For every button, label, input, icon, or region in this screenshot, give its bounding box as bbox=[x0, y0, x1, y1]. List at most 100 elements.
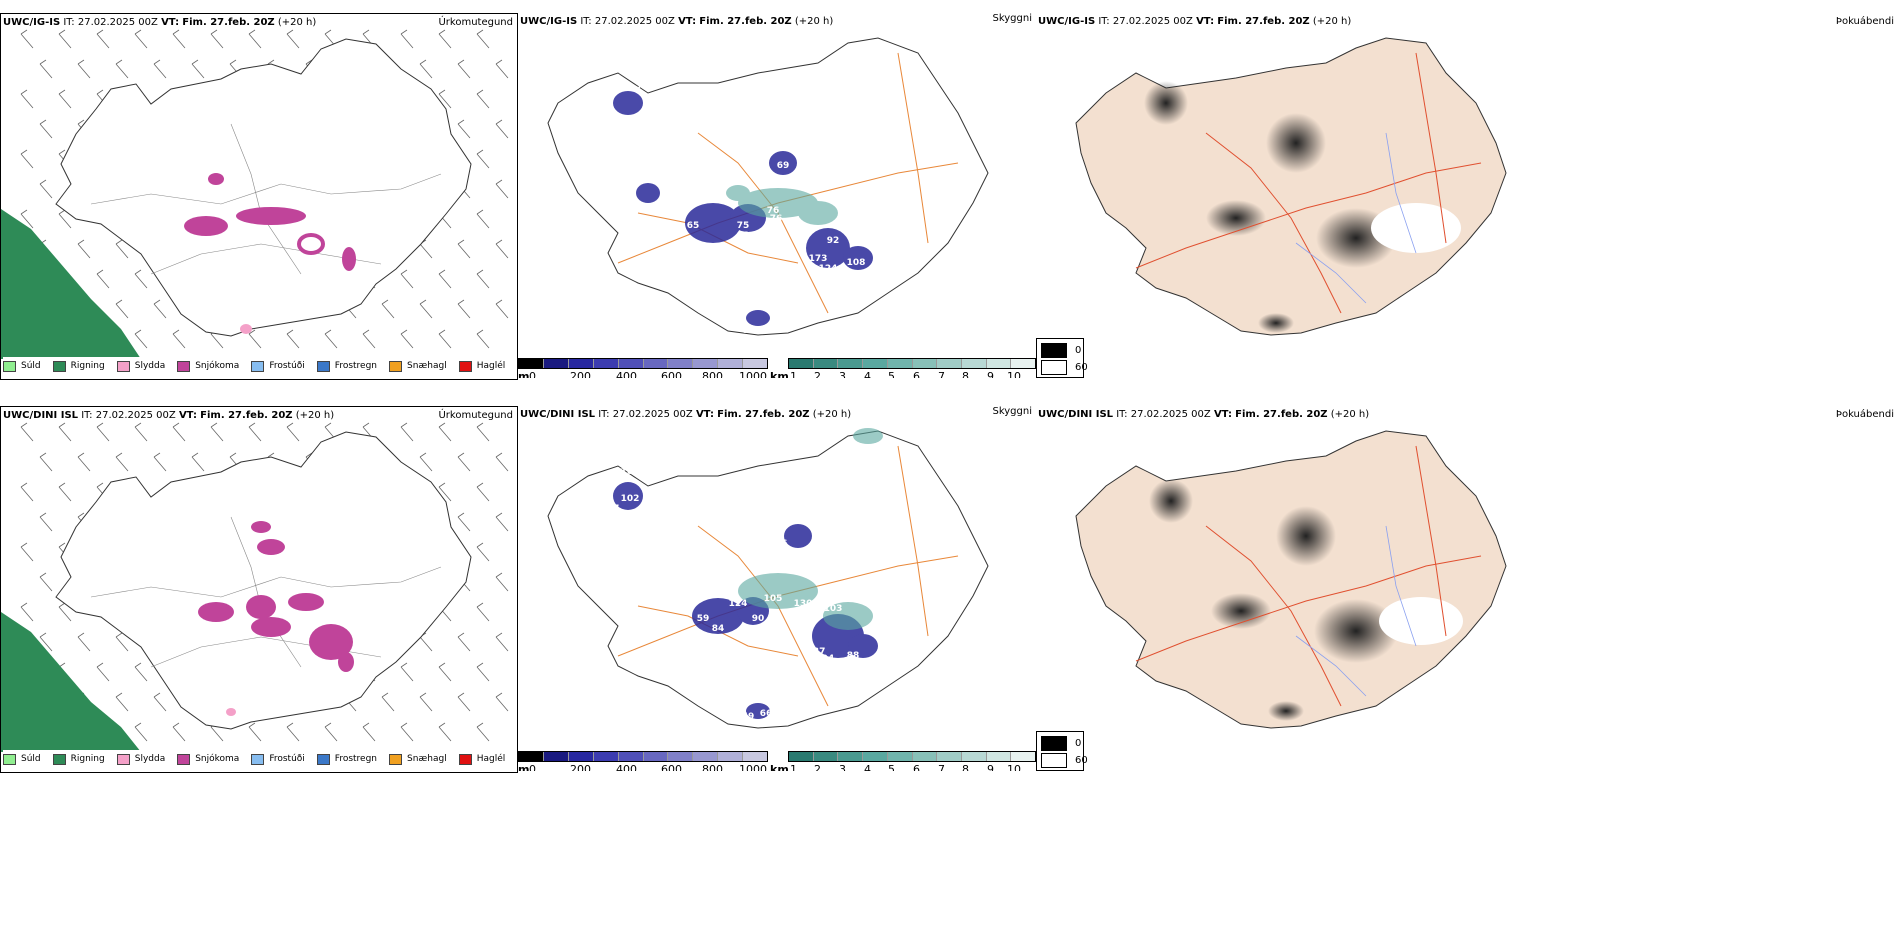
wind-barb bbox=[96, 662, 110, 682]
colorbar-tick: 0 bbox=[529, 763, 536, 771]
colorbar-tick: 8 bbox=[962, 370, 969, 378]
wind-barb bbox=[495, 512, 509, 532]
colorbar-tick: 800 bbox=[702, 370, 723, 378]
colorbar-tick: 8 bbox=[962, 763, 969, 771]
panel-title: Úrkomutegund bbox=[438, 17, 513, 28]
colorbar-tick: 1 bbox=[790, 370, 797, 378]
panel-title: Þokuábendi bbox=[1835, 16, 1894, 27]
cloud-base-label: 97 bbox=[755, 559, 768, 569]
wind-barb bbox=[457, 239, 471, 259]
cloud-base-label: 90 bbox=[752, 614, 765, 624]
cloud-base-label: 79 bbox=[612, 121, 625, 131]
wind-barb bbox=[419, 692, 433, 712]
cloud-base-label: 84 bbox=[712, 624, 725, 634]
wind-barb bbox=[134, 722, 148, 742]
fog-panel-row2: UWC/DINI ISL IT: 27.02.2025 00Z VT: Fim.… bbox=[1036, 406, 1898, 771]
colorbar-tick: 4 bbox=[864, 370, 871, 378]
wind-barb bbox=[286, 422, 300, 442]
legend-swatch bbox=[1041, 736, 1067, 751]
panel-title: Þokuábendi bbox=[1835, 409, 1894, 420]
rivers bbox=[1295, 525, 1417, 697]
colorbar-tick: 1000 bbox=[739, 763, 767, 771]
wind-barb bbox=[324, 329, 338, 349]
wind-barb bbox=[400, 269, 414, 289]
cloud-base-label: 60 bbox=[762, 326, 775, 336]
cloud-base-colorbar: m 0 200 400 600 800 1000 bbox=[518, 358, 768, 378]
wind-barb bbox=[20, 542, 34, 562]
visibility-colorbar: km 1 2 3 4 5 6 7 8 9 10 bbox=[770, 358, 1036, 378]
colorbar-tick: 600 bbox=[661, 370, 682, 378]
wind-barb bbox=[362, 722, 376, 742]
wind-barb bbox=[191, 59, 205, 79]
colorbar-tick: 3 bbox=[839, 763, 846, 771]
wind-barb bbox=[96, 29, 110, 49]
visibility-colorbar: km 1 2 3 4 5 6 7 8 9 10 bbox=[770, 751, 1036, 771]
wind-barb bbox=[115, 692, 129, 712]
wind-barb bbox=[77, 239, 91, 259]
cloud-base-label: 97 bbox=[607, 504, 620, 514]
colorbar-tick: 200 bbox=[570, 763, 591, 771]
wind-barb bbox=[438, 269, 452, 289]
legend-swatch bbox=[116, 360, 130, 372]
wind-barb bbox=[476, 602, 490, 622]
wind-barb bbox=[419, 59, 433, 79]
wind-barb bbox=[115, 299, 129, 319]
cloud-base-label: 130 bbox=[794, 599, 813, 609]
cloud-base-label: 67 bbox=[757, 181, 770, 191]
snow-areas bbox=[184, 173, 356, 334]
wind-barb bbox=[495, 572, 509, 592]
cloud-base-label: 101 bbox=[621, 467, 640, 477]
precip-map bbox=[1, 29, 509, 359]
legend-swatch bbox=[458, 753, 472, 765]
wind-barb bbox=[286, 29, 300, 49]
legend-swatch bbox=[116, 753, 130, 765]
fog-shading bbox=[1149, 479, 1398, 721]
wind-barb bbox=[153, 692, 167, 712]
legend-item: Snæhagl bbox=[389, 753, 447, 765]
wind-barb bbox=[438, 722, 452, 742]
cloud-base-label: 173 bbox=[809, 254, 828, 264]
wind-barb bbox=[20, 89, 34, 109]
colorbar-unit: km bbox=[770, 763, 789, 771]
wind-barb bbox=[495, 452, 509, 472]
fog-legend-item: 0 bbox=[1041, 736, 1081, 751]
wind-barb bbox=[58, 89, 72, 109]
legend-item: Snjókoma bbox=[177, 753, 239, 765]
legend-item: Frostúði bbox=[251, 753, 305, 765]
wind-barb bbox=[134, 29, 148, 49]
cloud-base-label: 137 bbox=[807, 647, 826, 657]
precip-map bbox=[1, 422, 509, 752]
wind-barb bbox=[457, 452, 471, 472]
wind-barb bbox=[96, 422, 110, 442]
colorbar-unit: m bbox=[518, 763, 530, 771]
wind-barb bbox=[495, 692, 509, 712]
cloud-base-label: 59 bbox=[742, 712, 755, 722]
legend-item: Frostregn bbox=[316, 360, 377, 372]
fog-legend-item: 60 bbox=[1041, 360, 1088, 375]
wind-barb bbox=[134, 329, 148, 349]
wind-barb bbox=[476, 422, 490, 442]
cloud-base-label: 76 bbox=[770, 214, 783, 224]
wind-barb bbox=[438, 89, 452, 109]
colorbar-tick: 7 bbox=[938, 763, 945, 771]
wind-barb bbox=[457, 632, 471, 652]
panel-header: UWC/DINI ISL IT: 27.02.2025 00Z VT: Fim.… bbox=[520, 409, 852, 420]
precip-legend: Súld Rigning Slydda Snjókoma Frostúði Fr… bbox=[3, 357, 517, 375]
wind-barb bbox=[476, 29, 490, 49]
cloud-base-label: 86 bbox=[670, 206, 683, 216]
cloud-base-label: 108 bbox=[847, 258, 866, 268]
legend-swatch bbox=[52, 753, 66, 765]
iceland-outline bbox=[1075, 430, 1507, 729]
wind-barb bbox=[20, 602, 34, 622]
wind-barb bbox=[172, 722, 186, 742]
wind-barb bbox=[58, 602, 72, 622]
cloud-base-label: 101 bbox=[699, 251, 718, 261]
legend-item: Súld bbox=[3, 753, 41, 765]
rivers bbox=[1295, 132, 1417, 304]
wind-barb bbox=[134, 422, 148, 442]
wind-barb bbox=[476, 722, 490, 742]
wind-barb bbox=[476, 542, 490, 562]
cloud-base-label: 102 bbox=[621, 494, 640, 504]
